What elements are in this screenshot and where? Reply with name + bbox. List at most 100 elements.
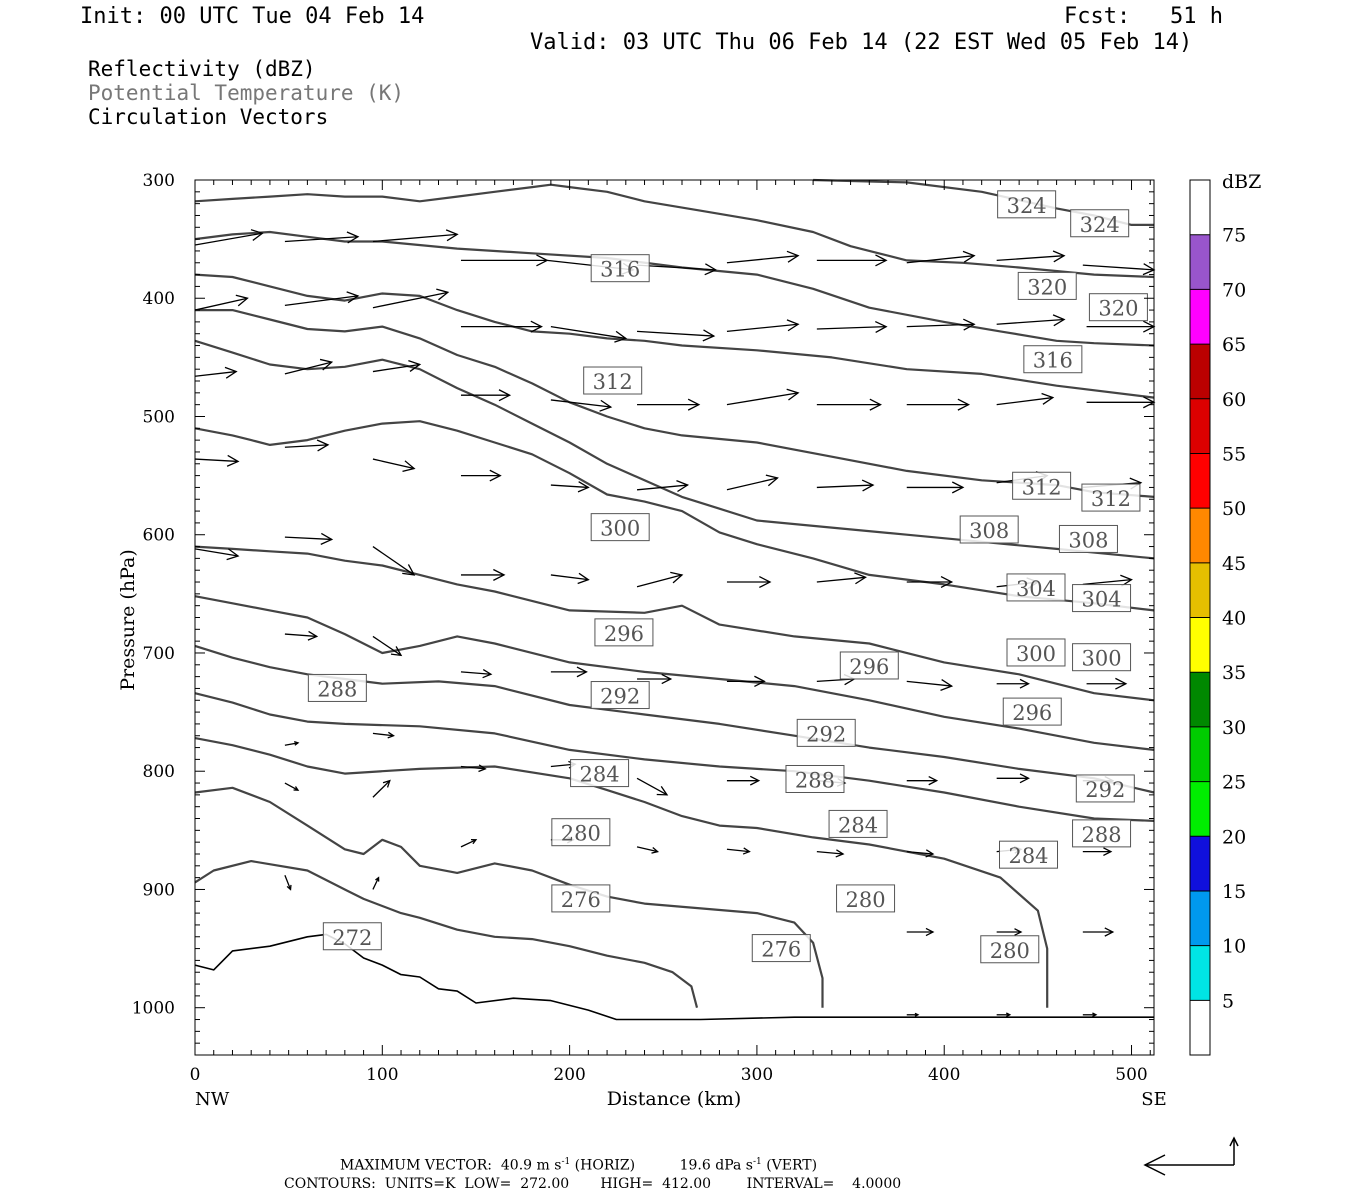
circulation-vector (372, 731, 395, 739)
contour-label-text: 304 (1082, 588, 1122, 612)
colorbar-segment (1190, 180, 1210, 235)
y-tick-label: 500 (143, 407, 175, 427)
colorbar-segment (1190, 890, 1210, 946)
colorbar-segment (1190, 289, 1210, 345)
contour-label-text: 308 (1068, 528, 1108, 552)
horiz-value: 40.9 m s (500, 1157, 562, 1174)
y-tick-label: 1000 (132, 999, 175, 1019)
contour-label: 284 (999, 840, 1059, 869)
circulation-vector (284, 875, 292, 891)
colorbar-segment (1190, 453, 1210, 509)
circulation-vector (550, 666, 588, 678)
contour-label-text: 300 (1016, 642, 1056, 666)
circulation-vector (284, 291, 360, 306)
y-tick-label: 600 (143, 526, 175, 546)
colorbar-level-label: 45 (1222, 553, 1246, 575)
theta-contour-272 (194, 933, 1154, 1021)
theta-contour-284 (194, 737, 1049, 1008)
circulation-vector (194, 454, 240, 467)
contour-label: 284 (570, 759, 630, 788)
circulation-vector (906, 576, 954, 589)
circulation-vector (996, 928, 1023, 936)
circulation-vector (996, 1012, 1012, 1018)
circulation-vector (636, 777, 669, 796)
circulation-vector (906, 927, 935, 937)
colorbar-level-label: 65 (1222, 334, 1246, 356)
circulation-vector (637, 398, 701, 411)
circulation-vector (906, 318, 976, 331)
colorbar-segment (1190, 562, 1210, 618)
theta-contour-280 (194, 786, 824, 1008)
circulation-vector (726, 388, 800, 406)
contour-label: 316 (1023, 345, 1083, 374)
circulation-vector (816, 398, 882, 411)
contour-label: 320 (1017, 271, 1077, 300)
reference-vector-icon (1143, 1136, 1239, 1176)
x-tick-label: 400 (928, 1065, 960, 1085)
circulation-vector (284, 532, 334, 545)
contours-info: CONTOURS: UNITS=K LOW= 272.00 HIGH= 412.… (284, 1176, 902, 1192)
circulation-vector (372, 876, 380, 890)
contour-label: 292 (1075, 774, 1135, 803)
max-vector-label: MAXIMUM VECTOR: (340, 1157, 492, 1174)
contour-label: 276 (751, 934, 811, 963)
contour-label: 288 (307, 673, 367, 702)
colorbar-level-label: 40 (1222, 608, 1246, 630)
circulation-vector (996, 392, 1055, 406)
circulation-vector (816, 572, 867, 585)
contour-label: 304 (1072, 584, 1132, 613)
theta-contour-320 (194, 230, 1155, 347)
circulation-vector (550, 572, 590, 585)
colorbar-segment (1190, 1000, 1210, 1055)
circulation-vector (460, 254, 549, 267)
circulation-vector (816, 479, 875, 492)
contour-label: 320 (1088, 293, 1148, 322)
contour-label-text: 284 (580, 763, 620, 787)
vert-unit-sup: -1 (752, 1157, 762, 1167)
colorbar-segment (1190, 344, 1210, 399)
circulation-vector (460, 469, 502, 482)
circulation-vector (284, 782, 300, 791)
contour-label: 280 (836, 884, 896, 913)
contour-label-text: 276 (561, 888, 601, 912)
colorbar-level-label: 35 (1222, 662, 1246, 684)
circulation-vector (906, 678, 954, 691)
circulation-vector (1086, 320, 1156, 333)
circulation-vector (906, 481, 965, 494)
circulation-vector (372, 360, 422, 373)
colorbar-segment (1190, 781, 1210, 837)
circulation-vector (637, 673, 673, 685)
contour-label-text: 324 (1080, 213, 1120, 237)
colorbar: 5 10 15 20 25 30 35 40 45 50 55 60 65 70 75 (1189, 179, 1246, 1056)
colorbar-level-label: 50 (1222, 498, 1246, 520)
contour-label: 300 (1006, 638, 1066, 667)
vert-tag: (VERT) (766, 1157, 818, 1174)
contour-label: 312 (1012, 471, 1072, 500)
field-label-reflectivity: Reflectivity (dBZ) (88, 57, 316, 81)
colorbar-level-label: 75 (1222, 225, 1246, 247)
circulation-vector (284, 358, 334, 375)
circulation-vector (194, 548, 240, 561)
circulation-vector (906, 250, 976, 264)
circulation-vector (1082, 574, 1133, 587)
contour-label-text: 288 (317, 677, 357, 701)
contour-label: 276 (551, 884, 611, 913)
colorbar-level-label: 20 (1222, 826, 1246, 848)
circulation-vector (726, 319, 800, 332)
colorbar-segment (1190, 398, 1210, 454)
contour-label: 324 (997, 190, 1057, 219)
colorbar-level-label: 25 (1222, 772, 1246, 794)
circulation-vector (996, 250, 1066, 263)
horiz-unit-sup: -1 (561, 1157, 571, 1167)
circulation-vector (194, 229, 264, 246)
circulation-vector (637, 263, 718, 276)
circulation-vector (816, 320, 888, 333)
y-tick-label: 900 (143, 880, 175, 900)
contour-label-text: 280 (561, 822, 601, 846)
circulation-vector (372, 779, 391, 798)
circulation-vector (284, 439, 330, 452)
circulation-vector (284, 741, 300, 746)
circulation-vector (1082, 1012, 1098, 1018)
circulation-vector (816, 254, 888, 267)
colorbar-segment (1190, 672, 1210, 727)
